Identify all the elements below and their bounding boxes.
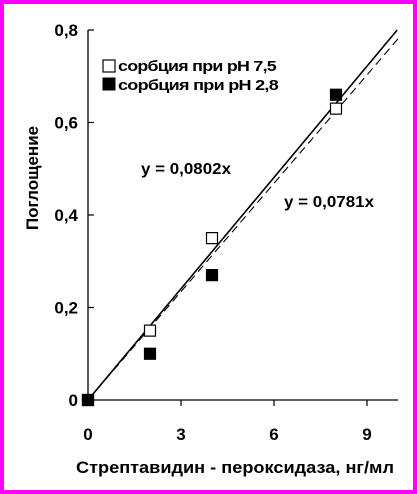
- x-tick-label-9: 9: [362, 425, 371, 444]
- point-series-2-1: [81, 393, 95, 407]
- trendline-series-1: [87, 38, 399, 401]
- trendline-series-2: [87, 29, 398, 401]
- x-axis-title: Стрептавидин - пероксидаза, нг/мл: [76, 458, 394, 477]
- data-points: [81, 88, 343, 407]
- point-series-1-4: [329, 102, 343, 115]
- y-axis-title: Поглощение: [23, 126, 42, 230]
- point-series-2-3: [205, 269, 219, 282]
- trendlines: [87, 29, 399, 401]
- ticks: 0 0,2 0,4 0,6 0,8 0 3 6 9: [54, 21, 371, 444]
- legend-label-ph-7-5: сорбция при pH 7,5: [118, 58, 276, 75]
- x-tick-label-6: 6: [269, 425, 278, 444]
- point-series-1-2: [143, 324, 157, 337]
- equation-ph-7-5: y = 0,0781x: [284, 194, 374, 211]
- equation-ph-2-8: y = 0,0802x: [141, 161, 231, 178]
- point-series-1-3: [205, 232, 219, 245]
- x-tick-label-3: 3: [176, 425, 185, 444]
- y-tick-label-0-8: 0,8: [54, 21, 78, 40]
- x-tick-label-0: 0: [83, 425, 92, 444]
- point-series-2-2: [143, 347, 157, 360]
- y-tick-label-0-4: 0,4: [54, 206, 78, 225]
- y-tick-label-0: 0: [69, 391, 78, 410]
- legend-marker-open-square: [102, 59, 116, 73]
- y-tick-label-0-2: 0,2: [54, 299, 78, 318]
- legend-marker-filled-square: [102, 77, 116, 91]
- legend-label-ph-2-8: сорбция при pH 2,8: [118, 77, 278, 94]
- y-tick-label-0-6: 0,6: [54, 114, 78, 133]
- legend: сорбция при pH 7,5 сорбция при pH 2,8: [102, 58, 279, 94]
- point-series-2-4: [329, 88, 343, 101]
